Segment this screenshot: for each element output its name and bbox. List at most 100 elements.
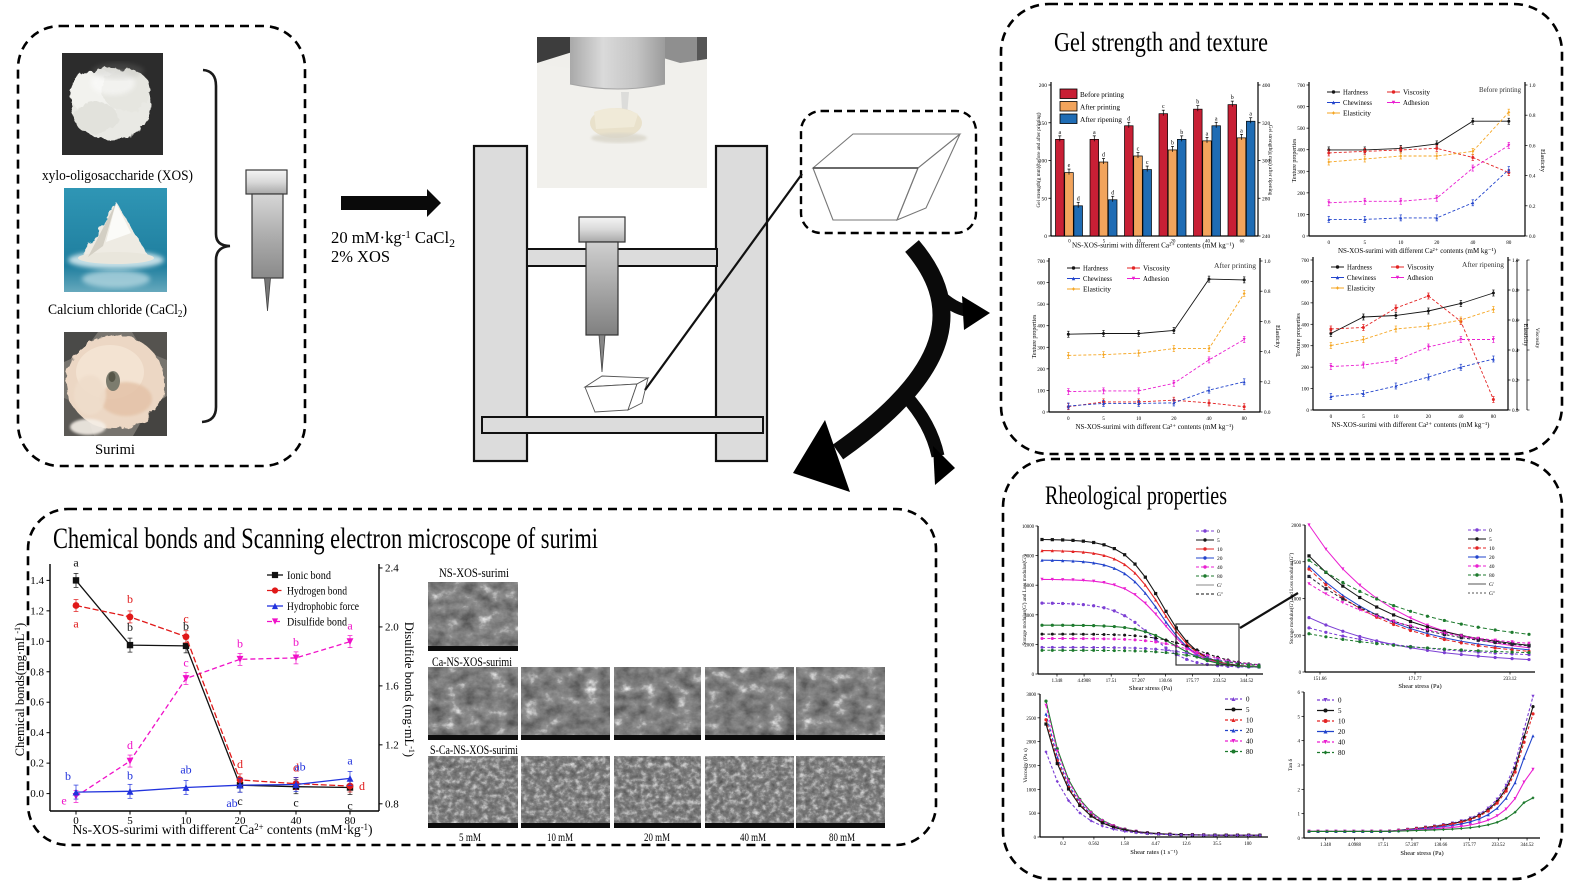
svg-text:5: 5 xyxy=(1103,240,1106,245)
svg-text:20 mM: 20 mM xyxy=(644,830,670,844)
svg-text:NS-XOS-surimi with different C: NS-XOS-surimi with different Ca²⁺ conten… xyxy=(1338,248,1496,255)
svg-text:0.0: 0.0 xyxy=(1512,408,1519,414)
svg-text:a: a xyxy=(73,555,79,569)
svg-text:ab: ab xyxy=(180,763,191,777)
svg-text:1.4: 1.4 xyxy=(30,575,44,587)
svg-text:40: 40 xyxy=(1217,565,1223,571)
svg-text:233.12: 233.12 xyxy=(1503,677,1517,682)
svg-text:600: 600 xyxy=(1297,105,1305,111)
svg-text:Shear rates (1 s⁻¹): Shear rates (1 s⁻¹) xyxy=(1130,849,1177,856)
svg-text:a: a xyxy=(1058,130,1061,136)
svg-text:171.77: 171.77 xyxy=(1408,677,1422,682)
svg-text:0: 0 xyxy=(1330,414,1333,420)
svg-text:d: d xyxy=(127,738,133,752)
svg-text:After ripening: After ripening xyxy=(1080,116,1123,124)
svg-text:233.52: 233.52 xyxy=(1492,843,1506,848)
svg-text:500: 500 xyxy=(1029,812,1037,817)
svg-text:c: c xyxy=(1162,104,1165,110)
svg-text:10: 10 xyxy=(1246,717,1254,725)
svg-text:17.51: 17.51 xyxy=(1378,843,1389,848)
svg-text:500: 500 xyxy=(1037,302,1045,308)
svg-text:G'': G'' xyxy=(1217,592,1223,598)
svg-text:Chemical bonds(mg·mL-1): Chemical bonds(mg·mL-1) xyxy=(13,623,27,756)
svg-text:500: 500 xyxy=(1297,126,1305,132)
svg-text:200: 200 xyxy=(1301,365,1309,371)
svg-text:c: c xyxy=(347,799,352,813)
svg-text:100: 100 xyxy=(1037,388,1045,394)
svg-text:Elasticity: Elasticity xyxy=(1083,286,1112,294)
svg-text:500: 500 xyxy=(1294,634,1302,639)
svg-text:d: d xyxy=(1111,190,1114,196)
svg-text:0.4: 0.4 xyxy=(30,727,44,739)
svg-text:300: 300 xyxy=(1297,169,1305,175)
svg-text:400: 400 xyxy=(1262,83,1271,89)
svg-text:20: 20 xyxy=(1246,727,1254,735)
svg-text:Viscosity: Viscosity xyxy=(1534,328,1540,349)
svg-text:After ripening: After ripening xyxy=(1462,261,1505,269)
svg-text:4000: 4000 xyxy=(1024,614,1034,619)
svg-text:5: 5 xyxy=(1217,538,1220,544)
svg-text:2% XOS: 2% XOS xyxy=(331,247,390,266)
svg-text:80: 80 xyxy=(1246,748,1254,756)
svg-text:c: c xyxy=(183,656,188,670)
svg-text:700: 700 xyxy=(1301,258,1309,264)
svg-text:4: 4 xyxy=(1298,740,1301,745)
svg-text:0: 0 xyxy=(1068,240,1071,245)
svg-text:NS-XOS-surimi with different C: NS-XOS-surimi with different Ca²⁺ conten… xyxy=(1332,422,1490,429)
svg-text:17.51: 17.51 xyxy=(1106,679,1117,684)
svg-text:100: 100 xyxy=(1301,387,1309,393)
svg-text:0.0: 0.0 xyxy=(30,788,44,800)
svg-text:Disulfide bonds (mg·mL-1): Disulfide bonds (mg·mL-1) xyxy=(402,622,416,757)
svg-text:b: b xyxy=(293,635,299,649)
svg-text:d: d xyxy=(293,761,299,775)
svg-text:2: 2 xyxy=(1298,788,1301,793)
svg-text:Viscosity: Viscosity xyxy=(1403,89,1431,97)
svg-text:Gel strength(g mm)(before and: Gel strength(g mm)(before and after prin… xyxy=(1035,112,1042,207)
svg-text:0: 0 xyxy=(1217,529,1220,535)
svg-text:40: 40 xyxy=(1338,739,1346,747)
svg-text:40: 40 xyxy=(1489,564,1495,570)
svg-text:1.0: 1.0 xyxy=(1529,83,1536,89)
svg-text:130.66: 130.66 xyxy=(1434,843,1448,848)
svg-text:5: 5 xyxy=(1364,240,1367,246)
svg-text:80 mM: 80 mM xyxy=(829,830,855,844)
svg-text:0: 0 xyxy=(1302,234,1305,240)
svg-text:e: e xyxy=(61,793,66,807)
svg-text:0.6: 0.6 xyxy=(1529,143,1536,149)
svg-text:0.6: 0.6 xyxy=(1512,318,1519,324)
svg-text:Viscosity: Viscosity xyxy=(1407,264,1435,272)
svg-text:0: 0 xyxy=(1042,410,1045,416)
svg-text:a: a xyxy=(73,617,79,631)
svg-text:40: 40 xyxy=(1205,240,1210,245)
svg-text:0: 0 xyxy=(1034,836,1037,841)
svg-text:151.66: 151.66 xyxy=(1313,677,1327,682)
svg-text:20: 20 xyxy=(1489,555,1495,561)
svg-text:20 mM·kg-1 CaCl2: 20 mM·kg-1 CaCl2 xyxy=(331,228,455,250)
svg-text:0: 0 xyxy=(1299,671,1302,676)
svg-text:700: 700 xyxy=(1297,83,1305,89)
svg-text:130.66: 130.66 xyxy=(1159,679,1173,684)
svg-text:Adhesion: Adhesion xyxy=(1143,275,1169,283)
svg-text:0.562: 0.562 xyxy=(1089,842,1100,847)
svg-text:1500: 1500 xyxy=(1291,561,1301,566)
svg-text:10: 10 xyxy=(1217,547,1223,553)
svg-text:ab: ab xyxy=(226,796,237,810)
svg-text:80: 80 xyxy=(1491,414,1497,420)
svg-text:Shear stress (Pa): Shear stress (Pa) xyxy=(1129,685,1172,692)
svg-text:300: 300 xyxy=(1037,345,1045,351)
svg-text:1.0: 1.0 xyxy=(1512,258,1519,264)
svg-text:1.58: 1.58 xyxy=(1121,842,1130,847)
svg-text:80: 80 xyxy=(1489,573,1495,579)
svg-text:b: b xyxy=(127,592,133,606)
svg-text:0.8: 0.8 xyxy=(30,666,44,678)
svg-text:Shear stress (Pa): Shear stress (Pa) xyxy=(1398,683,1441,690)
svg-text:Calcium chloride (CaCl2): Calcium chloride (CaCl2) xyxy=(48,302,187,320)
svg-text:Chemical bonds and Scanning el: Chemical bonds and Scanning electron mic… xyxy=(53,522,598,555)
svg-text:1.2: 1.2 xyxy=(30,605,44,617)
svg-text:200: 200 xyxy=(1297,191,1305,197)
svg-text:1500: 1500 xyxy=(1026,765,1036,770)
svg-text:0: 0 xyxy=(1032,673,1035,678)
svg-text:6: 6 xyxy=(1298,691,1301,696)
svg-text:b: b xyxy=(1180,130,1183,136)
svg-text:8000: 8000 xyxy=(1024,555,1034,560)
